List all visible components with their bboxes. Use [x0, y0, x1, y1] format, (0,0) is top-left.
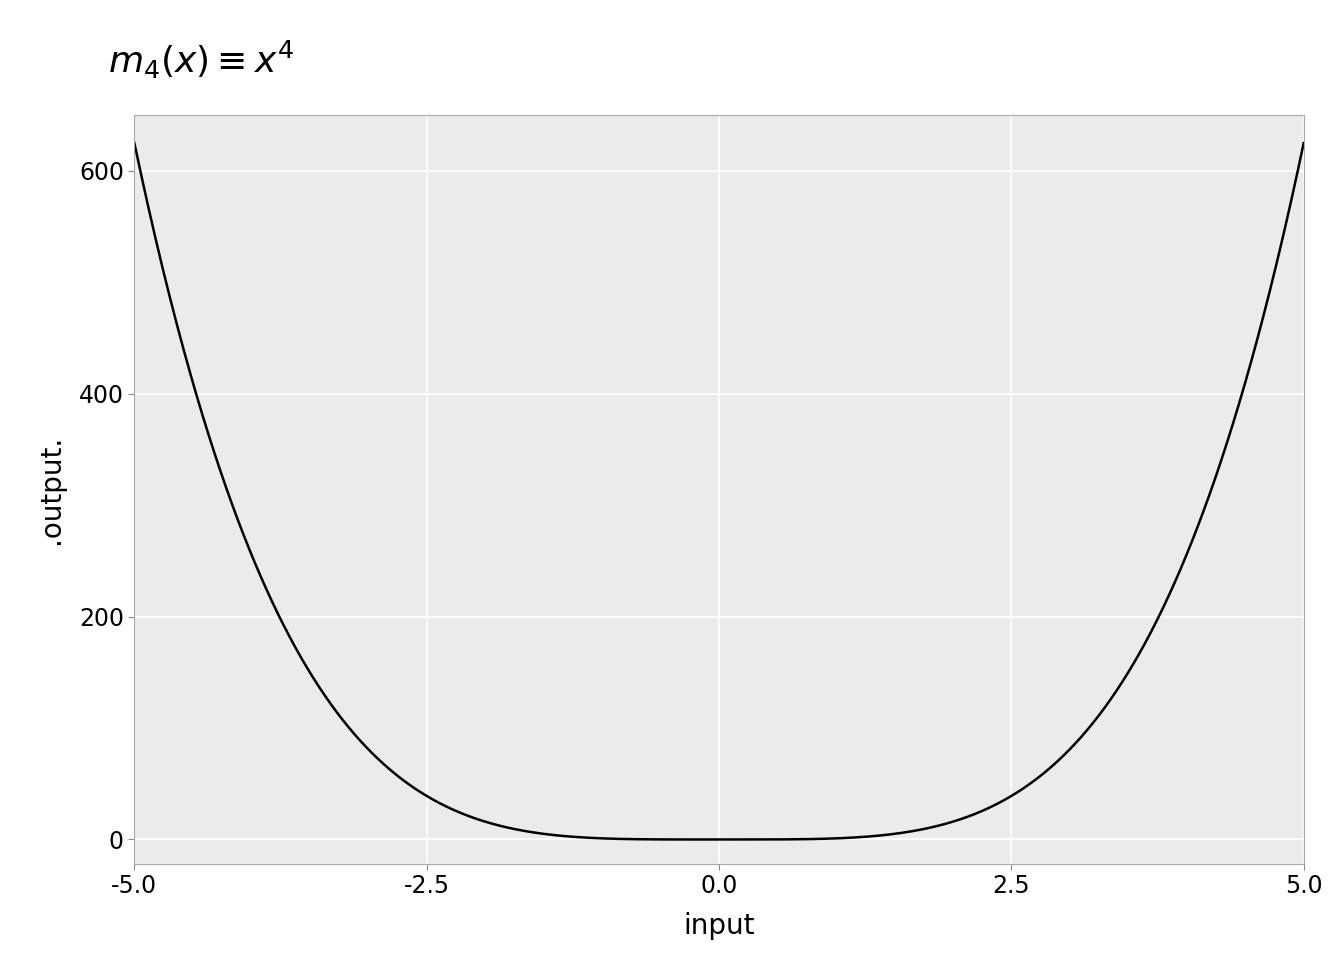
- Text: $m_4(x) \equiv x^4$: $m_4(x) \equiv x^4$: [108, 38, 293, 81]
- Y-axis label: .output.: .output.: [38, 435, 65, 544]
- X-axis label: input: input: [683, 912, 755, 940]
